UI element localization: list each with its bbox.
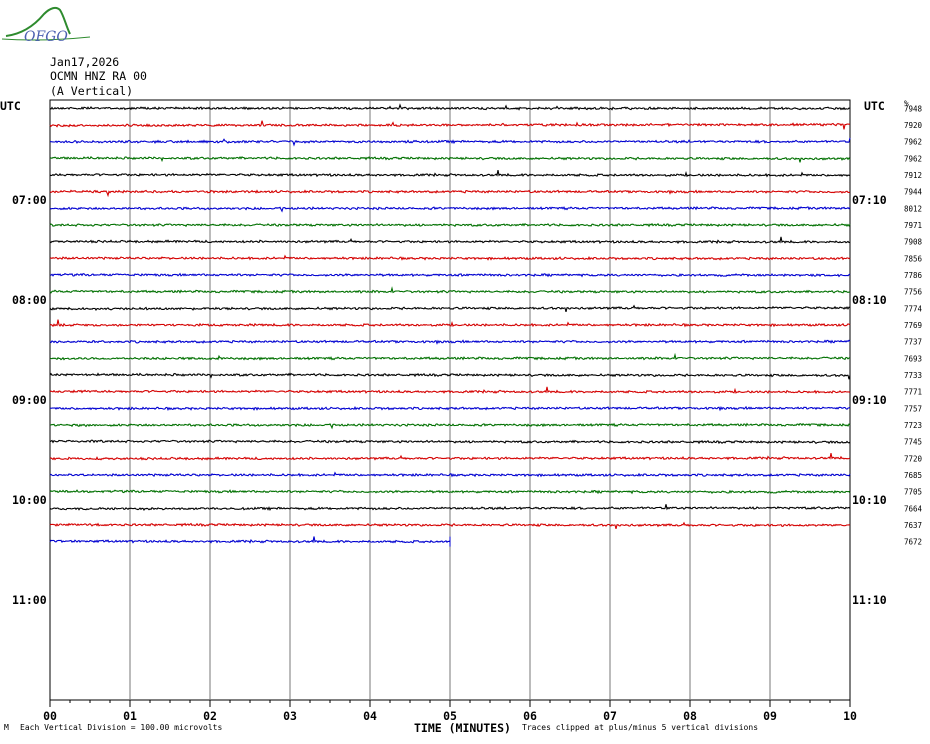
trace-line	[49, 304, 851, 313]
trace-line	[49, 254, 851, 261]
chart-date: Jan17,2026	[50, 55, 120, 69]
x-tick-label: 07	[603, 709, 617, 723]
x-tick-label: 06	[523, 709, 537, 723]
trace-value-label: 7769	[904, 321, 922, 330]
x-tick-label: 04	[363, 709, 377, 723]
trace-line	[49, 521, 851, 530]
right-hour-label: 11:10	[852, 593, 887, 607]
trace-line	[49, 120, 851, 130]
logo-text: OFGO	[24, 29, 68, 45]
left-utc-label: UTC	[0, 99, 21, 113]
footer-scale-note: Each Vertical Division = 100.00 microvol…	[20, 723, 223, 732]
trace-line	[49, 489, 851, 495]
trace-value-label: 7944	[904, 188, 923, 197]
trace-value-label: 7774	[904, 304, 923, 313]
scale-label: %	[904, 99, 909, 108]
axis-labels: 07:00 07:10 08:00 08:10 09:00 09:10 10:00 10:10…	[12, 104, 923, 607]
x-tick-label: 08	[683, 709, 697, 723]
left-hour-label: 11:00	[12, 593, 47, 607]
left-hour-label: 07:00	[12, 193, 47, 207]
trace-value-label: 7962	[904, 138, 922, 147]
left-hour-label: 08:00	[12, 293, 47, 307]
trace-value-label: 7723	[904, 421, 922, 430]
left-hour-label: 09:00	[12, 393, 47, 407]
trace-line	[49, 169, 851, 178]
x-tick-label: 01	[123, 709, 137, 723]
right-hour-label: 07:10	[852, 193, 887, 207]
trace-value-label: 7756	[904, 288, 923, 297]
trace-value-label: 7771	[904, 388, 922, 397]
trace-value-label: 7737	[904, 338, 922, 347]
trace-line	[49, 205, 851, 213]
trace-value-label: 7685	[904, 471, 922, 480]
trace-line	[49, 372, 851, 380]
trace-value-label: 7705	[904, 488, 922, 497]
chart-station: OCMN HNZ RA 00	[50, 69, 147, 83]
trace-line	[49, 504, 851, 512]
trace-line	[50, 422, 851, 430]
x-tick-label: 09	[763, 709, 777, 723]
x-axis-ticks: 00 01 02 03 04 05 06 07 08 09 10	[43, 700, 857, 723]
x-tick-label: 02	[203, 709, 217, 723]
x-tick-label: 10	[843, 709, 857, 723]
footer-clip-note: Traces clipped at plus/minus 5 vertical …	[522, 723, 759, 732]
right-hour-label: 08:10	[852, 293, 887, 307]
trace-line	[49, 319, 851, 328]
trace-line	[49, 439, 851, 445]
trace-line	[49, 471, 851, 478]
trace-value-label: 7908	[904, 238, 923, 247]
trace-value-label: 7920	[904, 121, 923, 130]
trace-value-label: 7693	[904, 354, 922, 363]
trace-line	[49, 103, 851, 111]
trace-line	[49, 272, 851, 278]
trace-line	[49, 386, 851, 395]
x-tick-label: 00	[43, 709, 57, 723]
trace-value-label: 7733	[904, 371, 922, 380]
footer-mark: M	[4, 723, 9, 732]
x-tick-label: 05	[443, 709, 457, 723]
trace-value-label: 7672	[904, 538, 922, 547]
trace-line	[49, 536, 451, 544]
trace-line	[49, 236, 851, 245]
trace-line	[49, 352, 851, 361]
right-hour-label: 09:10	[852, 393, 887, 407]
trace-line	[49, 405, 851, 412]
trace-value-label: 7962	[904, 154, 922, 163]
trace-value-label: 7757	[904, 404, 922, 413]
trace-line	[49, 155, 851, 163]
trace-value-label: 7637	[904, 521, 922, 530]
trace-value-label: 7745	[904, 438, 922, 447]
minute-grid	[129, 100, 771, 700]
trace-line	[49, 189, 851, 198]
trace-value-label: 7786	[904, 271, 923, 280]
x-axis-title: TIME (MINUTES)	[414, 721, 511, 735]
trace-value-label: 7720	[904, 454, 923, 463]
right-hour-label: 10:10	[852, 493, 887, 507]
trace-line	[49, 286, 851, 294]
trace-line	[49, 339, 851, 345]
trace-value-label: 7948	[904, 104, 923, 113]
trace-value-label: 7971	[904, 221, 922, 230]
trace-line	[49, 452, 851, 461]
seismic-traces	[49, 103, 851, 547]
ofgo-logo: OFGO	[1, 6, 91, 45]
x-tick-label: 03	[283, 709, 297, 723]
trace-value-label: 7912	[904, 171, 922, 180]
trace-value-label: 8012	[904, 204, 922, 213]
right-utc-label: UTC	[864, 99, 885, 113]
trace-line	[49, 222, 851, 228]
left-hour-label: 10:00	[12, 493, 47, 507]
chart-component: (A Vertical)	[50, 84, 134, 98]
trace-value-label: 7664	[904, 504, 923, 513]
trace-value-label: 7856	[904, 254, 923, 263]
trace-line	[50, 137, 851, 147]
